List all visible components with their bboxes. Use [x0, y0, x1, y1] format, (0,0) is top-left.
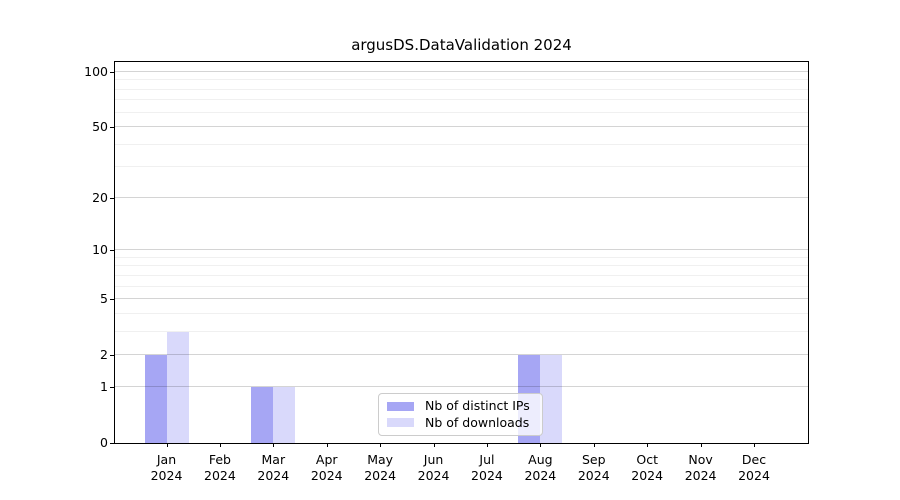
minor-gridline [115, 256, 808, 258]
x-tick-year: 2024 [310, 468, 343, 483]
x-tick-month: Jul [479, 452, 495, 467]
y-tick-label: 10 [92, 242, 108, 258]
legend-label: Nb of distinct IPs [425, 398, 530, 414]
x-tick-month: Jan [156, 452, 177, 467]
y-tick-label: 2 [100, 346, 108, 362]
x-tick-label: Jul 2024 [455, 452, 519, 484]
x-axis-tick [700, 443, 702, 447]
minor-gridline [115, 111, 808, 113]
chart-title: argusDS.DataValidation 2024 [351, 36, 572, 54]
x-tick-month: Feb [208, 452, 231, 467]
x-axis-tick [219, 443, 221, 447]
x-tick-label: Nov 2024 [669, 452, 733, 484]
x-tick-month: Oct [636, 452, 658, 467]
x-axis-tick [647, 443, 649, 447]
bar-downloads [273, 387, 296, 443]
minor-gridline [115, 330, 808, 332]
x-tick-month: Apr [315, 452, 338, 467]
x-tick-label: Apr 2024 [295, 452, 359, 484]
y-axis-tick [110, 126, 114, 128]
x-tick-year: 2024 [577, 468, 610, 483]
x-axis-tick [380, 443, 382, 447]
x-tick-year: 2024 [150, 468, 183, 483]
x-tick-year: 2024 [364, 468, 397, 483]
x-tick-year: 2024 [684, 468, 717, 483]
x-axis-tick [433, 443, 435, 447]
y-axis-tick [110, 443, 114, 444]
x-axis-tick [326, 443, 328, 447]
x-tick-year: 2024 [631, 468, 664, 483]
x-tick-label: Oct 2024 [615, 452, 679, 484]
x-tick-month: Aug [528, 452, 553, 467]
legend-item: Nb of downloads [387, 415, 534, 432]
x-tick-label: Dec 2024 [722, 452, 786, 484]
x-axis-tick [486, 443, 488, 447]
major-gridline [115, 297, 808, 299]
x-tick-year: 2024 [524, 468, 557, 483]
legend-label: Nb of downloads [425, 414, 530, 430]
y-axis-tick [110, 354, 114, 356]
y-tick-label: 5 [100, 290, 108, 306]
y-tick-label: 100 [84, 64, 108, 79]
x-tick-label: Aug 2024 [508, 452, 572, 484]
major-gridline [115, 386, 808, 388]
x-axis-tick [166, 443, 168, 447]
minor-gridline [115, 88, 808, 90]
x-axis-tick [754, 443, 755, 447]
bar-downloads [540, 354, 563, 443]
x-tick-label: Jan 2024 [135, 452, 199, 484]
y-tick-label: 0 [100, 435, 108, 450]
plot-area: Nb of distinct IPs Nb of downloads 100 50… [84, 61, 809, 483]
major-gridline [115, 71, 808, 73]
minor-gridline [115, 165, 808, 167]
minor-gridline [115, 274, 808, 276]
minor-gridline [115, 99, 808, 101]
y-axis-tick [110, 72, 114, 73]
x-tick-year: 2024 [204, 468, 236, 483]
x-tick-year: 2024 [417, 468, 450, 483]
minor-gridline [115, 312, 808, 314]
major-gridline [115, 125, 808, 127]
x-tick-month: Jun [423, 452, 444, 467]
legend-item: Nb of distinct IPs [387, 398, 534, 415]
bar-distinct-ips [251, 387, 274, 443]
bar-downloads [166, 331, 189, 443]
y-axis-tick [110, 198, 114, 200]
minor-gridline [115, 79, 808, 81]
x-tick-label: Jun 2024 [402, 452, 466, 484]
y-axis-tick [110, 250, 114, 252]
x-axis-tick [273, 443, 275, 447]
legend-swatch-distinct-ips [387, 401, 414, 411]
x-tick-label: May 2024 [348, 452, 412, 484]
minor-gridline [115, 265, 808, 267]
x-axis-tick [540, 443, 542, 447]
y-tick-label: 1 [100, 379, 108, 395]
y-axis-tick [110, 298, 114, 300]
y-tick-label: 50 [92, 118, 108, 134]
y-axis-tick [110, 387, 114, 389]
x-tick-year: 2024 [738, 468, 770, 483]
legend-swatch-downloads [387, 418, 414, 428]
legend: Nb of distinct IPs Nb of downloads [378, 393, 543, 436]
major-gridline [115, 249, 808, 251]
minor-gridline [115, 285, 808, 287]
major-gridline [115, 353, 808, 355]
x-tick-label: Sep 2024 [562, 452, 626, 484]
x-tick-month: Nov [688, 452, 713, 467]
x-axis-tick [593, 443, 595, 447]
x-tick-year: 2024 [471, 468, 503, 483]
x-tick-month: May [367, 452, 394, 467]
x-tick-year: 2024 [257, 468, 290, 483]
minor-gridline [115, 143, 808, 145]
x-tick-label: Mar 2024 [241, 452, 305, 484]
x-tick-month: Mar [261, 452, 286, 467]
x-tick-month: Sep [581, 452, 606, 467]
bar-distinct-ips [144, 354, 167, 443]
x-tick-month: Dec [741, 452, 767, 467]
major-gridline [115, 197, 808, 199]
x-tick-label: Feb 2024 [188, 452, 252, 484]
y-tick-label: 20 [92, 190, 108, 206]
